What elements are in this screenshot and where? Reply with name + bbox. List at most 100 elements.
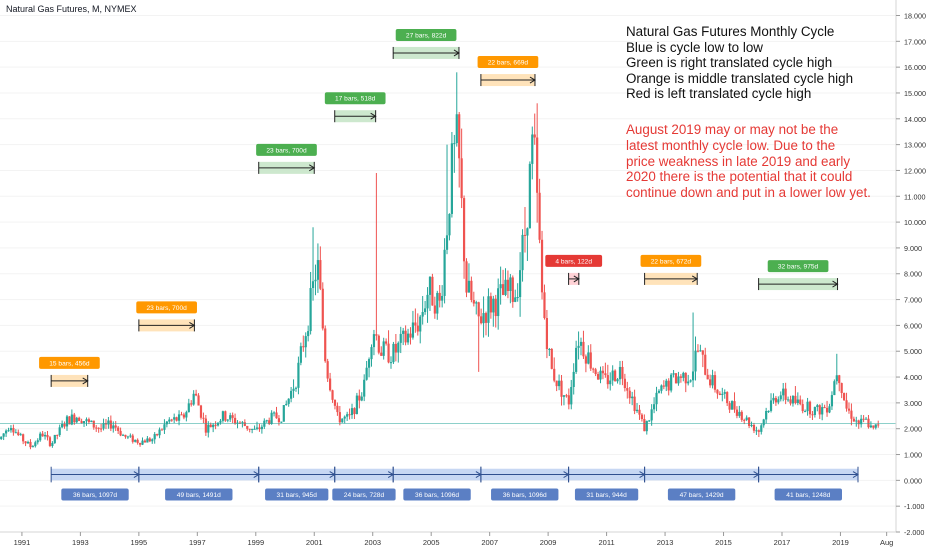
candle-body xyxy=(816,405,819,408)
candle-body xyxy=(46,434,49,438)
candle-body xyxy=(609,380,612,385)
candle-body xyxy=(643,419,646,432)
cycle-high-label: 22 bars, 672d xyxy=(651,258,692,265)
candle-body xyxy=(509,277,512,291)
cycle-high-markers: 15 bars, 456d 23 bars, 700d 23 bars, 700d 1… xyxy=(39,28,839,387)
candle-body xyxy=(711,375,714,386)
cycle-high-label-box xyxy=(256,143,317,156)
candle-body xyxy=(260,426,263,430)
candle-body xyxy=(628,390,631,399)
candle-body xyxy=(555,380,558,387)
cycle-high-label: 27 bars, 822d xyxy=(406,32,447,39)
candle-body xyxy=(852,418,855,422)
candle-body xyxy=(531,134,534,164)
candle-body xyxy=(97,427,100,429)
candle-body xyxy=(811,414,814,416)
candle-body xyxy=(735,409,739,416)
candle-body xyxy=(472,300,475,304)
cycle-high-label-box xyxy=(395,28,457,41)
cycle-low-label-box xyxy=(265,488,329,501)
candle-body xyxy=(292,388,295,391)
candle-body xyxy=(311,281,315,289)
candle-body xyxy=(207,424,210,433)
candle-body xyxy=(694,350,697,372)
candle-body xyxy=(428,276,432,295)
candle-body xyxy=(874,424,877,428)
cycle-low-arrow xyxy=(852,471,859,478)
candle-body xyxy=(672,373,675,375)
candle-body xyxy=(796,399,799,404)
x-tick-label: 2009 xyxy=(540,538,557,547)
candle-body xyxy=(645,420,648,432)
candle-body xyxy=(277,418,281,423)
candle-body xyxy=(87,419,91,422)
candle-body xyxy=(755,430,758,432)
candle-body xyxy=(867,418,870,428)
candle-body xyxy=(182,414,186,418)
cycle-low-label-box xyxy=(491,488,559,501)
candle-body xyxy=(497,288,500,317)
candle-body xyxy=(631,396,634,399)
candle-body xyxy=(838,375,841,384)
candle-body xyxy=(43,434,47,437)
candle-body xyxy=(484,313,488,323)
candle-body xyxy=(843,393,846,401)
cycle-high-label-box xyxy=(477,56,539,69)
candle-body xyxy=(370,347,373,360)
cycle-low-label-box xyxy=(61,488,129,501)
candle-body xyxy=(22,434,25,442)
cycle-low-label-box xyxy=(165,488,233,501)
y-tick-label: 14.000 xyxy=(904,115,926,124)
candle-body xyxy=(92,420,95,428)
candle-body xyxy=(268,420,271,424)
candle-body xyxy=(136,439,139,443)
candle-body xyxy=(80,421,83,424)
candle-body xyxy=(589,352,592,369)
candle-body xyxy=(845,400,848,409)
candle-body xyxy=(514,297,517,302)
candle-body xyxy=(689,380,692,382)
candle-body xyxy=(389,362,393,364)
x-tick-label: 2005 xyxy=(423,538,440,547)
y-tick-label: -2.000 xyxy=(904,528,924,537)
y-tick-label: 7.000 xyxy=(904,296,922,305)
candle-body xyxy=(402,330,405,334)
candle-body xyxy=(682,372,685,378)
x-tick-label: 2013 xyxy=(657,538,674,547)
candle-body xyxy=(623,378,626,389)
x-tick-label: 2001 xyxy=(306,538,323,547)
candle-body xyxy=(721,393,724,395)
candle-body xyxy=(243,422,246,426)
candle-body xyxy=(480,316,483,324)
cycle-low-label: 36 bars, 1096d xyxy=(503,492,547,499)
candle-body xyxy=(543,292,546,319)
candle-body xyxy=(409,333,412,338)
candle-body xyxy=(743,419,746,421)
cycle-low-label-box xyxy=(667,488,736,501)
candle-body xyxy=(577,345,580,348)
candle-body xyxy=(596,374,600,380)
candle-body xyxy=(604,373,607,376)
candle-body xyxy=(821,407,824,415)
candle-body xyxy=(341,418,344,423)
candle-body xyxy=(229,415,232,420)
candle-body xyxy=(294,387,298,389)
y-tick-label: 3.000 xyxy=(904,399,922,408)
candle-body xyxy=(231,415,234,418)
candle-body xyxy=(109,420,112,429)
candle-body xyxy=(840,383,843,394)
x-tick-label: 1999 xyxy=(247,538,264,547)
candle-body xyxy=(68,416,71,425)
candle-body xyxy=(421,312,424,317)
x-tick-label: 2007 xyxy=(481,538,498,547)
candle-body xyxy=(14,432,17,434)
candle-body xyxy=(99,428,103,430)
candle-body xyxy=(499,284,502,289)
candle-body xyxy=(655,392,658,405)
candle-body xyxy=(789,399,792,404)
candle-body xyxy=(786,399,790,401)
candle-body xyxy=(540,239,544,293)
warning-line-2: latest monthly cycle low. Due to the xyxy=(626,137,836,153)
